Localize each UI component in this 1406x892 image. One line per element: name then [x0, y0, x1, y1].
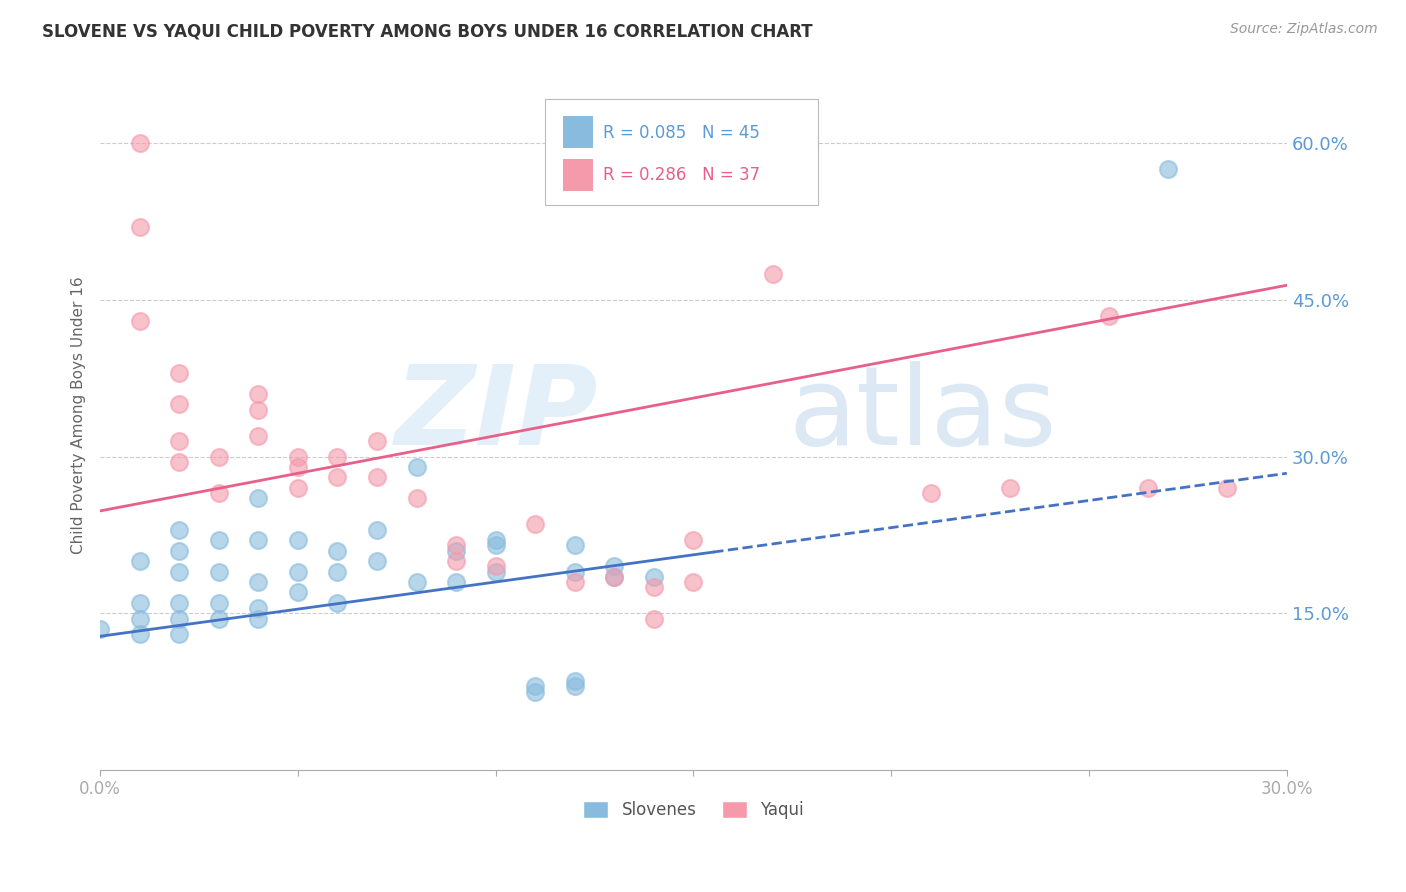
Point	[208, 533, 231, 548]
Point	[366, 523, 388, 537]
Point	[128, 596, 150, 610]
Point	[326, 565, 349, 579]
Point	[128, 627, 150, 641]
Point	[326, 596, 349, 610]
Point	[444, 543, 467, 558]
Point	[366, 434, 388, 448]
Text: Source: ZipAtlas.com: Source: ZipAtlas.com	[1230, 22, 1378, 37]
Point	[89, 622, 111, 636]
Point	[247, 491, 270, 506]
Point	[366, 554, 388, 568]
Point	[247, 574, 270, 589]
Point	[405, 460, 427, 475]
Point	[167, 596, 190, 610]
Point	[564, 680, 586, 694]
Point	[128, 611, 150, 625]
Point	[128, 554, 150, 568]
Point	[524, 680, 547, 694]
Point	[128, 136, 150, 151]
Point	[485, 538, 508, 552]
Point	[405, 491, 427, 506]
FancyBboxPatch shape	[562, 117, 592, 148]
Point	[208, 565, 231, 579]
Point	[564, 574, 586, 589]
Point	[128, 219, 150, 234]
Point	[128, 314, 150, 328]
FancyBboxPatch shape	[546, 99, 818, 205]
Point	[287, 481, 309, 495]
Point	[603, 570, 626, 584]
Point	[524, 684, 547, 698]
Point	[287, 460, 309, 475]
Point	[444, 538, 467, 552]
Point	[444, 554, 467, 568]
Point	[247, 601, 270, 615]
Point	[485, 533, 508, 548]
Point	[564, 538, 586, 552]
Point	[326, 543, 349, 558]
Point	[208, 486, 231, 500]
Text: SLOVENE VS YAQUI CHILD POVERTY AMONG BOYS UNDER 16 CORRELATION CHART: SLOVENE VS YAQUI CHILD POVERTY AMONG BOY…	[42, 22, 813, 40]
Point	[405, 574, 427, 589]
Point	[208, 450, 231, 464]
Point	[247, 387, 270, 401]
Point	[167, 397, 190, 411]
Point	[485, 565, 508, 579]
Point	[643, 611, 665, 625]
Point	[167, 565, 190, 579]
Point	[643, 570, 665, 584]
Text: ZIP: ZIP	[395, 361, 599, 468]
Point	[326, 470, 349, 484]
Point	[167, 627, 190, 641]
Point	[603, 570, 626, 584]
Point	[287, 533, 309, 548]
Point	[287, 450, 309, 464]
Point	[167, 543, 190, 558]
Point	[998, 481, 1021, 495]
Point	[208, 596, 231, 610]
Point	[167, 455, 190, 469]
Point	[1157, 162, 1180, 177]
Point	[920, 486, 942, 500]
Point	[167, 523, 190, 537]
Text: R = 0.286   N = 37: R = 0.286 N = 37	[603, 167, 761, 185]
Point	[326, 450, 349, 464]
Y-axis label: Child Poverty Among Boys Under 16: Child Poverty Among Boys Under 16	[72, 276, 86, 554]
Point	[208, 611, 231, 625]
Point	[485, 559, 508, 574]
Point	[564, 565, 586, 579]
Point	[247, 611, 270, 625]
Legend: Slovenes, Yaqui: Slovenes, Yaqui	[576, 794, 810, 826]
Point	[444, 574, 467, 589]
FancyBboxPatch shape	[562, 159, 592, 191]
Point	[643, 580, 665, 594]
Point	[1098, 309, 1121, 323]
Point	[682, 574, 704, 589]
Point	[682, 533, 704, 548]
Point	[167, 611, 190, 625]
Point	[564, 674, 586, 689]
Text: atlas: atlas	[789, 361, 1057, 468]
Point	[167, 434, 190, 448]
Point	[1137, 481, 1160, 495]
Point	[524, 517, 547, 532]
Point	[603, 559, 626, 574]
Text: R = 0.085   N = 45: R = 0.085 N = 45	[603, 124, 761, 142]
Point	[761, 267, 783, 281]
Point	[247, 428, 270, 442]
Point	[287, 585, 309, 599]
Point	[167, 366, 190, 380]
Point	[366, 470, 388, 484]
Point	[247, 402, 270, 417]
Point	[287, 565, 309, 579]
Point	[247, 533, 270, 548]
Point	[1216, 481, 1239, 495]
